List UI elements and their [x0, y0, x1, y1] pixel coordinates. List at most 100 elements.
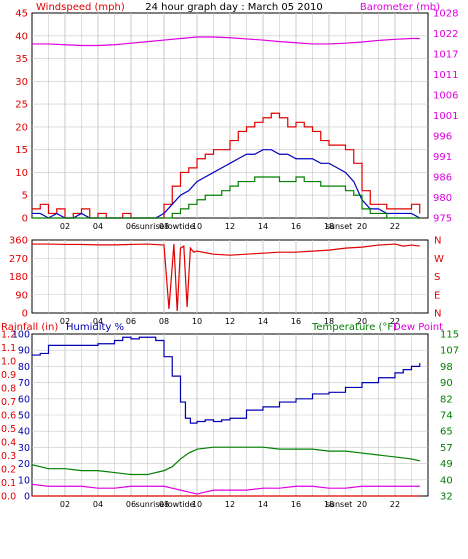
x-tick-label: 16: [291, 317, 301, 326]
tick-label: 1001: [433, 111, 458, 122]
sunrise-label-2: sunrise: [136, 500, 165, 509]
rain-tick-label: 0.6: [1, 411, 16, 422]
sunset-label: sunset: [326, 222, 353, 231]
x-tick-label: 06: [126, 500, 136, 509]
tick-label: 975: [433, 214, 452, 225]
tick-label: 270: [9, 254, 28, 265]
tick-label: 35: [15, 54, 28, 65]
tick-label: 40: [440, 475, 453, 486]
x-tick-label: 06: [126, 222, 136, 231]
x-tick-label: 10: [192, 317, 202, 326]
windspeed-title: Windspeed (mph): [36, 2, 125, 13]
tick-label: S: [434, 272, 440, 283]
rain-tick-label: 0.8: [1, 384, 16, 395]
humidity-tick-label: 100: [12, 330, 30, 341]
x-tick-label: 08: [159, 500, 169, 509]
humidity-tick-label: 60: [18, 394, 30, 405]
x-tick-label: 14: [258, 222, 268, 231]
tick-label: 32: [440, 492, 453, 503]
windmin-line: [32, 176, 420, 219]
humidity-tick-label: 0: [24, 492, 30, 503]
x-tick-label: 20: [357, 317, 367, 326]
x-tick-label: 12: [225, 500, 235, 509]
temperature-line: [31, 446, 420, 476]
x-tick-label: 02: [60, 222, 70, 231]
dewpoint-line: [31, 483, 420, 495]
x-tick-label: 18: [324, 222, 334, 231]
x-tick-label: 02: [60, 500, 70, 509]
x-tick-label: 22: [390, 317, 400, 326]
tick-label: E: [434, 290, 440, 301]
sunset-label-2: sunset: [326, 500, 353, 509]
x-tick-label: 04: [93, 222, 103, 231]
tick-label: 45: [15, 9, 28, 20]
tick-label: 1028: [433, 9, 458, 20]
tick-label: 991: [433, 152, 452, 163]
x-tick-label: 08: [159, 222, 169, 231]
lowtide-label-2: lowtide: [165, 500, 194, 509]
tick-label: 986: [433, 173, 452, 184]
x-tick-label: 20: [357, 222, 367, 231]
tick-label: 74: [440, 411, 453, 422]
humidity-tick-label: 90: [18, 346, 30, 357]
x-tick-label: 12: [225, 222, 235, 231]
humidity-tick-label: 80: [18, 362, 30, 373]
tick-label: 10: [15, 168, 28, 179]
graph-title: 24 hour graph day : March 05 2010: [145, 2, 323, 13]
humidity-tick-label: 20: [18, 459, 30, 470]
x-tick-label: 02: [60, 317, 70, 326]
tick-label: 82: [440, 394, 453, 405]
lowtide-label: lowtide: [165, 222, 194, 231]
tick-label: 980: [433, 193, 452, 204]
tick-label: 15: [15, 145, 28, 156]
tick-label: 20: [15, 122, 28, 133]
rain-tick-label: 1.2: [1, 330, 16, 341]
x-tick-label: 04: [93, 500, 103, 509]
x-tick-label: 06: [126, 317, 136, 326]
tick-label: 30: [15, 77, 28, 88]
x-tick-label: 20: [357, 500, 367, 509]
tick-label: 1022: [433, 29, 458, 40]
tick-label: 98: [440, 362, 453, 373]
tick-label: 65: [440, 427, 453, 438]
x-tick-label: 12: [225, 317, 235, 326]
tick-label: 0: [22, 214, 28, 225]
tick-label: 996: [433, 132, 452, 143]
tick-label: N: [434, 236, 441, 247]
tick-label: 25: [15, 100, 28, 111]
humidity-tick-label: 30: [18, 443, 30, 454]
x-tick-label: 16: [291, 222, 301, 231]
barometer-line: [32, 36, 420, 47]
sunrise-label: sunrise: [136, 222, 165, 231]
tick-label: 40: [15, 31, 28, 42]
humidity-tick-label: 70: [18, 378, 30, 389]
x-tick-label: 22: [390, 500, 400, 509]
x-tick-label: 10: [192, 500, 202, 509]
tick-label: 1006: [433, 91, 458, 102]
rain-tick-label: 0.7: [1, 397, 16, 408]
tick-label: 0: [22, 309, 28, 320]
temperature-label: Temperature (°F): [311, 322, 397, 333]
tick-label: W: [434, 254, 444, 265]
x-tick-label: 22: [390, 222, 400, 231]
tick-label: N: [434, 309, 441, 320]
tick-label: 360: [9, 236, 28, 247]
tick-label: 49: [440, 459, 453, 470]
x-tick-label: 14: [258, 500, 268, 509]
rain-tick-label: 1.1: [1, 343, 16, 354]
humidity-tick-label: 40: [18, 427, 30, 438]
tick-label: 1017: [433, 50, 458, 61]
x-tick-label: 10: [192, 222, 202, 231]
x-tick-label: 18: [324, 317, 334, 326]
humidity-line: [32, 336, 421, 424]
tick-label: 90: [440, 378, 453, 389]
rain-tick-label: 0.0: [1, 492, 16, 503]
tick-label: 1011: [433, 70, 458, 81]
x-tick-label: 04: [93, 317, 103, 326]
rain-tick-label: 0.1: [1, 478, 16, 489]
rain-tick-label: 0.5: [1, 424, 16, 435]
rain-tick-label: 0.9: [1, 370, 16, 381]
rain-tick-label: 0.4: [1, 438, 16, 449]
